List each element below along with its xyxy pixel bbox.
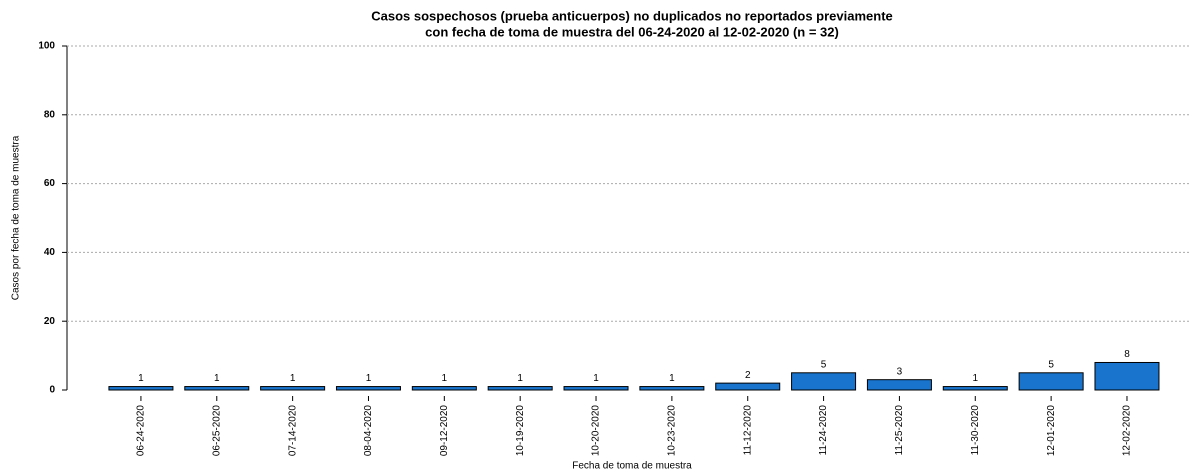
value-label: 1 [366,373,372,384]
bar [866,379,932,391]
bar [563,386,629,391]
value-label: 1 [214,373,220,384]
bar [335,386,401,391]
bar [639,386,705,391]
x-tick-label: 11-24-2020 [818,405,829,456]
value-label: 1 [442,373,448,384]
x-tick-label: 11-12-2020 [742,405,753,456]
y-axis-label: Casos por fecha de toma de muestra [11,135,22,300]
x-tick-label: 10-23-2020 [667,405,678,457]
bar [1094,361,1160,391]
value-label: 2 [745,370,751,381]
value-label: 3 [897,366,903,377]
bar [260,386,326,391]
x-tick-label: 06-24-2020 [136,405,147,457]
x-tick-label: 07-14-2020 [287,405,298,457]
value-label: 5 [821,359,827,370]
bar [487,386,553,391]
value-label: 8 [1124,349,1130,360]
chart-title: con fecha de toma de muestra del 06-24-2… [425,24,839,39]
chart-title: Casos sospechosos (prueba anticuerpos) n… [371,8,893,23]
value-label: 1 [972,373,978,384]
bar [1018,372,1084,391]
value-label: 1 [669,373,675,384]
bar [411,386,477,391]
bar [791,372,857,391]
bar [184,386,250,391]
y-tick-label: 0 [49,385,55,396]
x-tick-label: 12-02-2020 [1122,405,1133,457]
value-label: 1 [593,373,599,384]
y-tick-label: 60 [44,178,56,189]
x-tick-label: 11-30-2020 [970,405,981,456]
bar [715,382,781,391]
x-axis-label: Fecha de toma de muestra [572,461,692,472]
y-tick-label: 20 [44,316,56,327]
y-tick-label: 40 [44,247,56,258]
x-tick-label: 11-25-2020 [894,405,905,456]
y-tick-label: 80 [44,109,56,120]
x-tick-label: 10-19-2020 [515,405,526,457]
x-tick-label: 06-25-2020 [211,405,222,457]
value-label: 1 [517,373,523,384]
value-label: 5 [1048,359,1054,370]
value-label: 1 [138,373,144,384]
value-label: 1 [290,373,296,384]
x-tick-label: 09-12-2020 [439,405,450,457]
x-tick-label: 08-04-2020 [363,405,374,457]
x-tick-label: 12-01-2020 [1046,405,1057,457]
bar [108,386,174,391]
y-tick-label: 100 [38,41,55,52]
x-tick-label: 10-20-2020 [591,405,602,457]
bar [942,386,1008,391]
